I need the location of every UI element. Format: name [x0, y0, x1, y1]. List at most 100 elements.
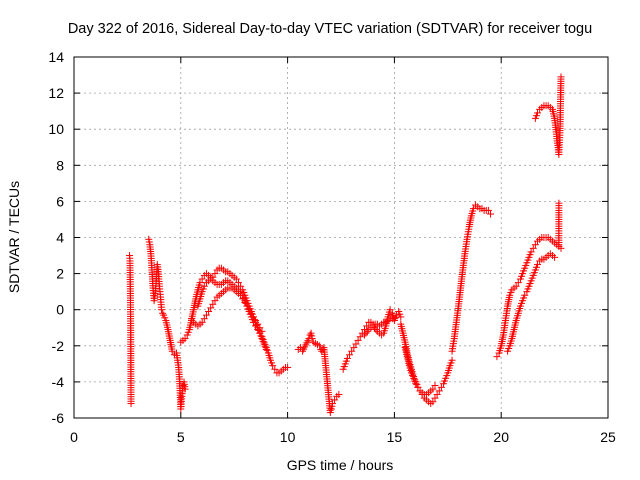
- data-point: [252, 317, 260, 325]
- data-point: [534, 109, 542, 117]
- data-point: [181, 335, 189, 343]
- y-tick-label: 0: [56, 302, 64, 318]
- data-point: [437, 383, 445, 391]
- data-point: [487, 210, 495, 218]
- data-point: [328, 400, 336, 408]
- data-point: [363, 327, 371, 335]
- data-point: [198, 318, 206, 326]
- data-point: [200, 315, 208, 323]
- data-point: [239, 295, 247, 303]
- data-point: [200, 282, 208, 290]
- data-point: [241, 298, 249, 306]
- data-point: [521, 291, 529, 299]
- data-point: [158, 306, 166, 314]
- y-tick-label: -2: [52, 338, 65, 354]
- data-point: [243, 302, 251, 310]
- data-point: [469, 205, 477, 213]
- data-point: [534, 261, 542, 269]
- data-point: [397, 313, 405, 321]
- x-tick-label: 0: [70, 429, 78, 445]
- data-point: [448, 356, 456, 364]
- data-point: [205, 308, 213, 316]
- data-point: [484, 206, 492, 214]
- chart-title: Day 322 of 2016, Sidereal Day-to-day VTE…: [68, 21, 592, 37]
- x-tick-label: 15: [387, 429, 403, 445]
- data-point: [232, 275, 240, 283]
- data-point: [529, 244, 537, 252]
- data-point: [412, 380, 420, 388]
- data-point: [514, 279, 522, 287]
- data-points: [126, 73, 565, 417]
- y-axis-label: SDTVAR / TECUs: [6, 181, 22, 293]
- data-point: [269, 362, 277, 370]
- data-point: [348, 347, 356, 355]
- data-point: [326, 409, 334, 417]
- data-point: [493, 353, 501, 361]
- y-tick-label: -4: [52, 374, 65, 390]
- x-tick-label: 5: [177, 429, 185, 445]
- grid-lines: [74, 57, 608, 418]
- data-point: [343, 354, 351, 362]
- data-point: [198, 275, 206, 283]
- data-point: [209, 300, 217, 308]
- data-point: [414, 383, 422, 391]
- data-point: [211, 297, 219, 305]
- data-point: [335, 391, 343, 399]
- data-point: [296, 344, 304, 352]
- y-axis-ticks: -6 -4 -2 0 2 4 6 8 10 12 14: [48, 49, 608, 426]
- data-point: [386, 306, 394, 314]
- data-point: [360, 331, 368, 339]
- data-point: [316, 342, 324, 350]
- y-tick-label: 4: [56, 230, 64, 246]
- data-point: [247, 309, 255, 317]
- data-point: [211, 270, 219, 278]
- data-point: [306, 331, 314, 339]
- data-point: [127, 400, 135, 408]
- data-point: [284, 363, 292, 371]
- data-point: [363, 322, 371, 330]
- data-point: [187, 315, 195, 323]
- data-point: [181, 385, 189, 393]
- data-point: [356, 333, 364, 341]
- data-point: [256, 324, 264, 332]
- data-point: [350, 344, 358, 352]
- data-point: [557, 244, 565, 252]
- data-point: [393, 311, 401, 319]
- data-point: [557, 73, 565, 81]
- data-point: [237, 291, 245, 299]
- y-tick-label: 6: [56, 193, 64, 209]
- data-point: [237, 282, 245, 290]
- data-point: [435, 387, 443, 395]
- x-tick-label: 10: [280, 429, 296, 445]
- data-point: [245, 306, 253, 314]
- data-point: [531, 241, 539, 249]
- data-point: [362, 329, 370, 337]
- x-tick-label: 25: [600, 429, 616, 445]
- data-point: [512, 282, 520, 290]
- data-point: [209, 273, 217, 281]
- data-point: [179, 382, 187, 390]
- data-point: [429, 398, 437, 406]
- data-point: [207, 304, 215, 312]
- data-point: [372, 326, 380, 334]
- data-point: [196, 279, 204, 287]
- data-point: [262, 345, 270, 353]
- data-point: [369, 322, 377, 330]
- data-point: [258, 327, 266, 335]
- data-point: [370, 324, 378, 332]
- data-point: [346, 351, 354, 359]
- data-point: [308, 335, 316, 343]
- data-point: [551, 253, 559, 261]
- y-tick-label: 14: [48, 49, 64, 65]
- data-point: [202, 311, 210, 319]
- data-point: [555, 241, 563, 249]
- data-point: [431, 382, 439, 390]
- data-point: [249, 313, 257, 321]
- data-point: [352, 340, 360, 348]
- x-tick-label: 20: [493, 429, 509, 445]
- data-point: [271, 365, 279, 373]
- y-tick-label: 8: [56, 157, 64, 173]
- data-point: [168, 347, 176, 355]
- y-tick-label: 12: [48, 85, 64, 101]
